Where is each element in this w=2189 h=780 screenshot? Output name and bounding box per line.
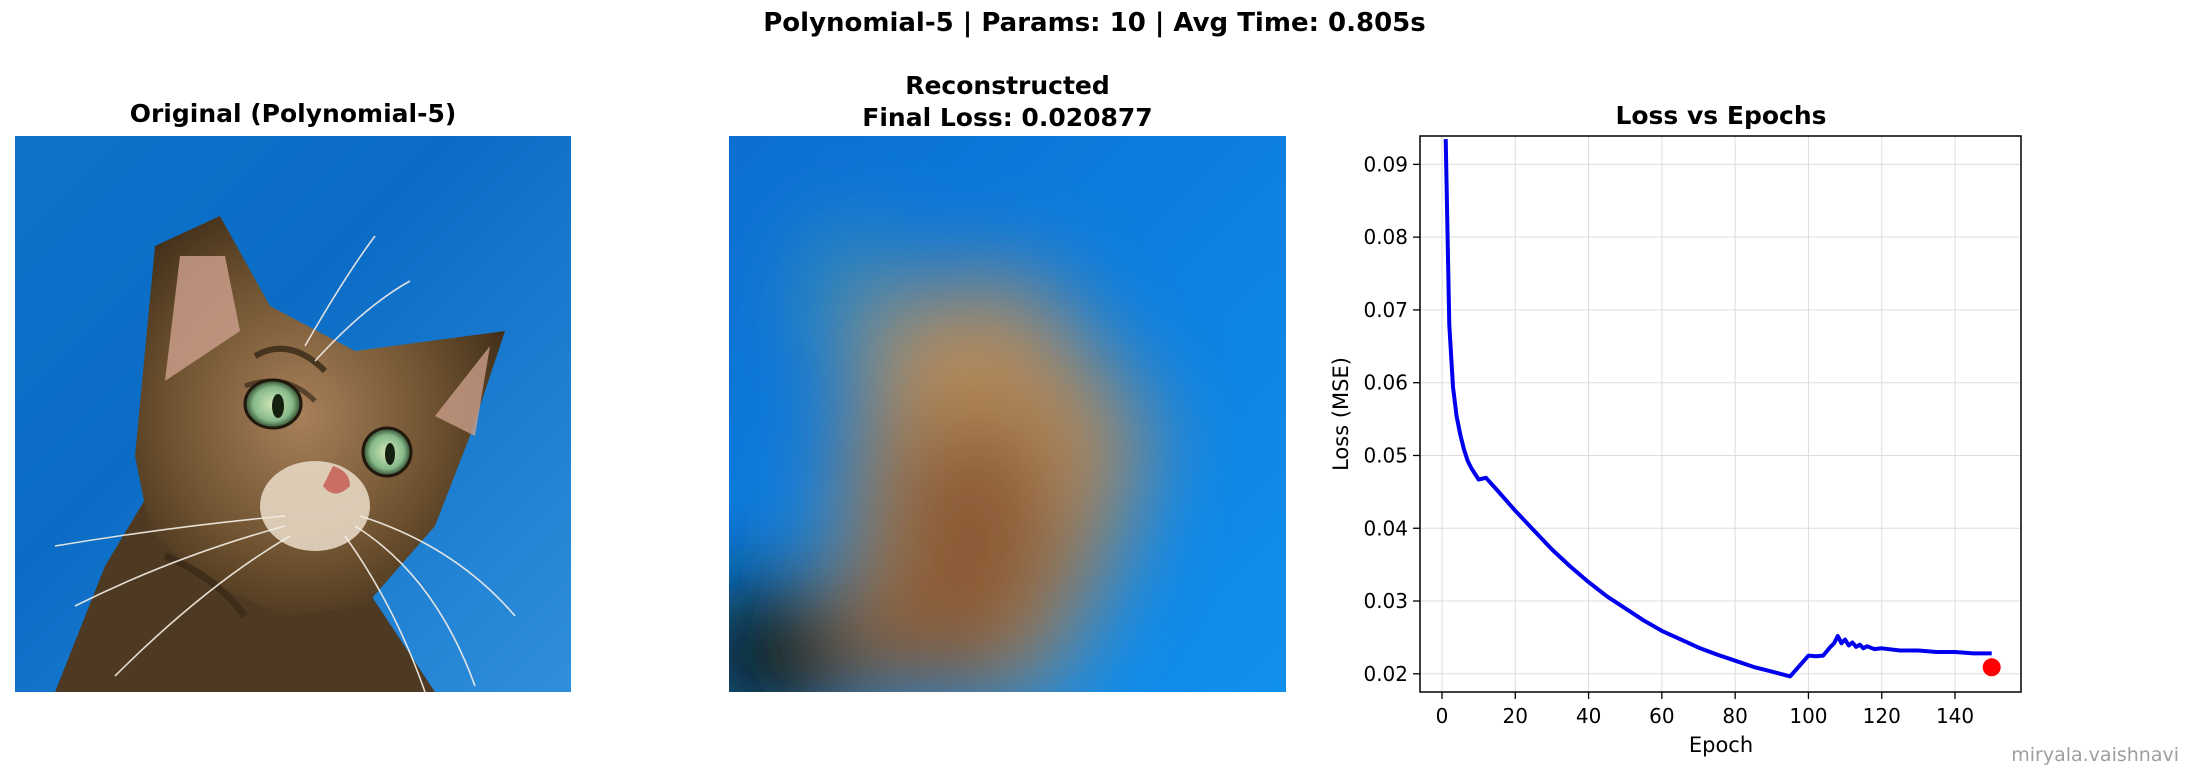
- loss-chart-frame: [1419, 135, 2022, 693]
- reconstructed-image: [729, 136, 1286, 692]
- x-axis-label: Epoch: [1689, 733, 1753, 757]
- y-tick-label: 0.06: [1363, 371, 1408, 395]
- reconstructed-title-line2: Final Loss: 0.020877: [862, 103, 1153, 132]
- x-tick-label: 20: [1503, 704, 1528, 728]
- reconstructed-panel-title: Reconstructed Final Loss: 0.020877: [729, 70, 1286, 134]
- x-tick-label: 100: [1789, 704, 1827, 728]
- y-axis-label: Loss (MSE): [1329, 357, 1353, 471]
- watermark: miryala.vaishnavi: [2011, 744, 2179, 766]
- y-tick-label: 0.02: [1363, 662, 1408, 686]
- y-tick-label: 0.04: [1363, 516, 1408, 540]
- original-image: [15, 136, 571, 692]
- figure-suptitle: Polynomial-5 | Params: 10 | Avg Time: 0.…: [763, 8, 1426, 38]
- loss-series-line: [1443, 139, 1992, 679]
- x-tick-label: 0: [1436, 704, 1449, 728]
- loss-chart-ticks: 0 20 40 60 80 100 120 140 0.02 0.03 0.04 0.05 0.06 0.…: [1363, 152, 1974, 728]
- final-loss-marker: [1982, 658, 2001, 677]
- x-tick-label: 60: [1649, 704, 1674, 728]
- reconstructed-title-line1: Reconstructed: [905, 71, 1110, 100]
- y-tick-label: 0.08: [1363, 225, 1408, 249]
- x-tick-label: 80: [1722, 704, 1747, 728]
- x-tick-label: 120: [1863, 704, 1901, 728]
- y-tick-label: 0.05: [1363, 443, 1408, 467]
- x-tick-label: 140: [1936, 704, 1974, 728]
- loss-chart-grid: [1420, 136, 2021, 692]
- loss-chart-title: Loss vs Epochs: [1615, 101, 1826, 130]
- loss-chart-plot: [1443, 139, 2001, 679]
- x-tick-label: 40: [1576, 704, 1601, 728]
- y-tick-label: 0.03: [1363, 589, 1408, 613]
- cat-illustration: [54, 216, 516, 692]
- reconstructed-blur: [729, 136, 1286, 692]
- y-tick-label: 0.07: [1363, 298, 1408, 322]
- y-tick-label: 0.09: [1363, 152, 1408, 176]
- original-panel-title: Original (Polynomial-5): [129, 99, 457, 128]
